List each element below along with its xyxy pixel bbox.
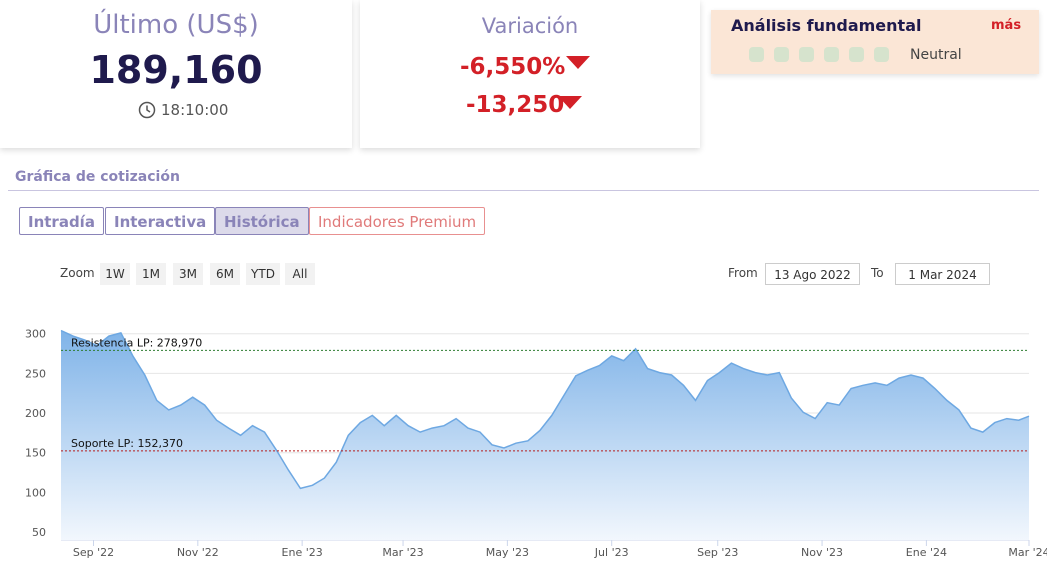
x-tick-label: Mar '24 [1008, 546, 1047, 559]
to-input[interactable]: 1 Mar 2024 [895, 263, 990, 285]
divider [8, 190, 1039, 191]
to-label: To [871, 266, 884, 280]
fundamental-rating: Neutral [910, 47, 962, 63]
down-arrow [558, 96, 582, 109]
fundamental-title: Análisis fundamental [731, 16, 922, 35]
x-tick-label: Nov '22 [177, 546, 219, 559]
x-tick-label: Sep '22 [73, 546, 114, 559]
x-tick-label: Ene '24 [906, 546, 947, 559]
tab[interactable]: Intradía [19, 207, 104, 235]
from-label: From [728, 266, 758, 280]
area-fill [61, 330, 1029, 540]
reference-label: Resistencia LP: 278,970 [71, 336, 202, 349]
zoom-button[interactable]: 1W [100, 263, 130, 285]
section-title: Gráfica de cotización [15, 169, 180, 185]
y-tick-label: 200 [25, 407, 46, 420]
y-tick-label: 50 [32, 526, 46, 539]
reference-label: Soporte LP: 152,370 [71, 437, 183, 450]
fundamental-card: Análisis fundamental más Neutral [711, 10, 1039, 74]
y-tick-label: 100 [25, 486, 46, 499]
price-line [60, 329, 1030, 490]
rating-dots [749, 47, 889, 62]
tab[interactable]: Interactiva [105, 207, 216, 235]
variation-absolute: -13,250 [466, 92, 565, 118]
x-tick-label: Nov '23 [801, 546, 843, 559]
tab-active[interactable]: Histórica [215, 207, 309, 235]
x-tick-label: Jul '23 [594, 546, 629, 559]
clock-icon [138, 101, 156, 119]
price-chart: 50 100 150 200 250 300 Sep '22 Nov '22 Ene '23 Ma… [25, 328, 1047, 559]
zoom-button[interactable]: 3M [173, 263, 203, 285]
tab[interactable]: Indicadores Premium [309, 207, 486, 235]
zoom-button[interactable]: YTD [246, 263, 280, 285]
last-value: 189,160 [89, 48, 263, 92]
zoom-button[interactable]: 1M [136, 263, 166, 285]
x-tick-label: Ene '23 [282, 546, 323, 559]
zoom-label: Zoom [60, 266, 95, 280]
last-card: Último (US$) 189,160 18:10:00 [0, 0, 352, 148]
x-tick-label: Sep '23 [697, 546, 738, 559]
variation-title: Variación [481, 14, 579, 38]
variation-card: Variación -6,550% -13,250 [360, 0, 700, 148]
down-arrow [566, 56, 590, 69]
more-link[interactable]: más [991, 18, 1022, 33]
y-tick-label: 250 [25, 367, 46, 380]
x-tick-label: May '23 [486, 546, 529, 559]
zoom-button[interactable]: All [285, 263, 315, 285]
y-tick-label: 150 [25, 447, 46, 460]
zoom-button[interactable]: 6M [210, 263, 240, 285]
from-input[interactable]: 13 Ago 2022 [765, 263, 860, 285]
y-tick-label: 300 [25, 328, 46, 341]
last-time: 18:10:00 [161, 101, 229, 119]
variation-percent: -6,550% [460, 54, 566, 80]
x-tick-label: Mar '23 [382, 546, 423, 559]
last-title: Último (US$) [93, 10, 259, 40]
